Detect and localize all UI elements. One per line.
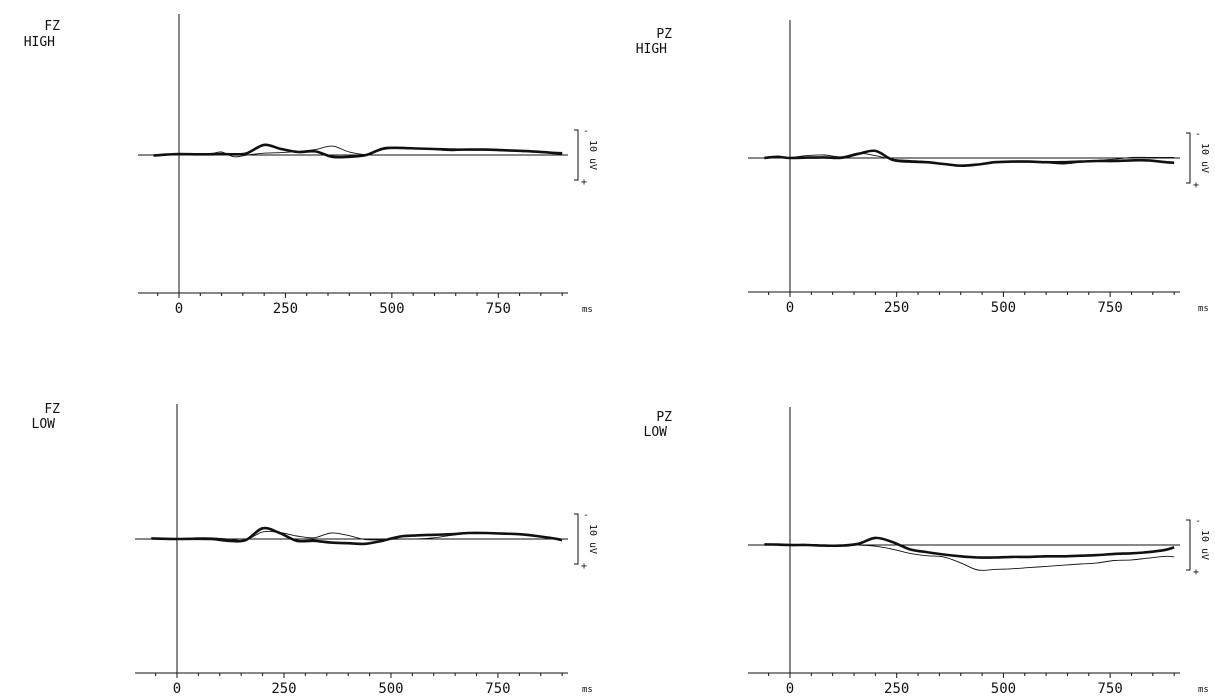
fz-low-scale-bar (574, 513, 579, 565)
pz-high-scale-bar (1186, 132, 1191, 184)
pz-low-waveform-thin (764, 543, 1175, 571)
pz-low-x-tick-label: 750 (1097, 681, 1122, 697)
pz-low-x-tick-label: 500 (991, 681, 1016, 697)
pz-low-scale-plus: + (1193, 567, 1199, 578)
fz-low-x-tick-label: 500 (378, 681, 403, 697)
fz-high-scale-minus: - (583, 126, 589, 137)
fz-high-scale-value: 10 uV (587, 140, 598, 170)
pz-high-site-label: PZ (656, 27, 672, 42)
pz-high-scale-value: 10 uV (1199, 143, 1210, 173)
pz-low-x-unit-label: ms (1198, 685, 1209, 695)
fz-low-condition-label: LOW (32, 417, 56, 432)
fz-low-x-tick-label: 0 (173, 681, 181, 697)
fz-high-waveform-thin (153, 145, 563, 158)
pz-low-waveform-thick (764, 536, 1175, 559)
pz-low-x-tick-label: 0 (786, 681, 794, 697)
pz-low-scale-value: 10 uV (1199, 530, 1210, 560)
fz-high-x-unit-label: ms (582, 305, 593, 315)
fz-low-x-unit-label: ms (582, 685, 593, 695)
pz-high-waveform-thin (764, 152, 1175, 167)
fz-low-scale-value: 10 uV (587, 524, 598, 554)
pz-high-x-tick-label: 250 (884, 300, 909, 316)
pz-low-condition-label: LOW (644, 425, 668, 440)
pz-high-x-tick-label: 750 (1097, 300, 1122, 316)
pz-high-x-unit-label: ms (1198, 304, 1209, 314)
fz-low-site-label: FZ (44, 402, 60, 417)
fz-high-x-tick-label: 750 (486, 301, 511, 317)
pz-high-condition-label: HIGH (636, 42, 667, 57)
fz-high-condition-label: HIGH (24, 35, 55, 50)
fz-low-scale-plus: + (581, 561, 587, 572)
pz-high-scale-plus: + (1193, 180, 1199, 191)
fz-high-scale-plus: + (581, 177, 587, 188)
fz-high-site-label: FZ (44, 19, 60, 34)
pz-high-scale-minus: - (1195, 129, 1201, 140)
fz-low-x-tick-label: 750 (485, 681, 510, 697)
fz-high-x-tick-label: 250 (273, 301, 298, 317)
fz-low-waveform-thin (151, 530, 563, 542)
fz-low-scale-minus: - (583, 510, 589, 521)
fz-high-x-tick-label: 0 (175, 301, 183, 317)
pz-low-x-tick-label: 250 (884, 681, 909, 697)
fz-high-scale-bar (574, 129, 579, 181)
fz-low-waveform-thick (151, 526, 563, 546)
pz-low-scale-bar (1186, 519, 1191, 571)
pz-high-waveform-thick (764, 149, 1175, 168)
pz-low-site-label: PZ (656, 410, 672, 425)
pz-high-x-tick-label: 0 (786, 300, 794, 316)
pz-low-scale-minus: - (1195, 516, 1201, 527)
pz-high-x-tick-label: 500 (991, 300, 1016, 316)
fz-high-x-tick-label: 500 (379, 301, 404, 317)
fz-low-x-tick-label: 250 (271, 681, 296, 697)
